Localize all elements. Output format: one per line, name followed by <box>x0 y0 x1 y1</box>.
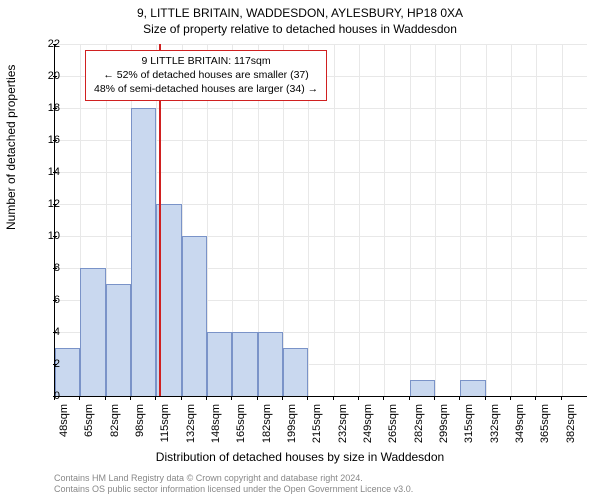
y-tick-mark <box>53 172 57 173</box>
x-tick-mark <box>79 396 80 400</box>
plot-area: 9 LITTLE BRITAIN: 117sqm ← 52% of detach… <box>54 44 587 397</box>
y-tick-mark <box>53 332 57 333</box>
footer-line-2: Contains OS public sector information li… <box>54 484 413 496</box>
x-tick-label: 165sqm <box>235 404 247 448</box>
chart-title-line1: 9, LITTLE BRITAIN, WADDESDON, AYLESBURY,… <box>0 6 600 20</box>
y-tick-mark <box>53 364 57 365</box>
y-tick-mark <box>53 76 57 77</box>
x-tick-mark <box>434 396 435 400</box>
chart-title-line2: Size of property relative to detached ho… <box>0 22 600 36</box>
gridline-v <box>511 44 512 396</box>
gridline-v <box>562 44 563 396</box>
x-tick-label: 65sqm <box>83 404 95 448</box>
annotation-line-2: ← 52% of detached houses are smaller (37… <box>94 68 318 82</box>
x-tick-label: 148sqm <box>210 404 222 448</box>
x-tick-mark <box>257 396 258 400</box>
gridline-v <box>486 44 487 396</box>
histogram-bar <box>182 236 207 396</box>
footer-text: Contains HM Land Registry data © Crown c… <box>54 473 413 496</box>
y-tick-mark <box>53 44 57 45</box>
x-tick-mark <box>561 396 562 400</box>
histogram-bar <box>232 332 257 396</box>
x-tick-label: 282sqm <box>413 404 425 448</box>
footer-line-1: Contains HM Land Registry data © Crown c… <box>54 473 413 485</box>
y-tick-mark <box>53 140 57 141</box>
gridline-v <box>384 44 385 396</box>
y-tick-mark <box>53 204 57 205</box>
gridline-v <box>410 44 411 396</box>
histogram-bar <box>131 108 156 396</box>
histogram-bar <box>80 268 105 396</box>
x-tick-mark <box>105 396 106 400</box>
x-tick-label: 215sqm <box>311 404 323 448</box>
x-tick-mark <box>358 396 359 400</box>
x-tick-label: 98sqm <box>134 404 146 448</box>
x-tick-mark <box>409 396 410 400</box>
chart-container: 9, LITTLE BRITAIN, WADDESDON, AYLESBURY,… <box>0 0 600 500</box>
x-tick-label: 199sqm <box>286 404 298 448</box>
histogram-bar <box>258 332 283 396</box>
histogram-bar <box>460 380 485 396</box>
y-axis-label: Number of detached properties <box>4 65 18 230</box>
y-tick-mark <box>53 236 57 237</box>
x-tick-label: 315sqm <box>463 404 475 448</box>
x-tick-mark <box>535 396 536 400</box>
gridline-v <box>536 44 537 396</box>
x-tick-label: 249sqm <box>362 404 374 448</box>
annotation-line-3: 48% of semi-detached houses are larger (… <box>94 82 318 96</box>
x-tick-label: 48sqm <box>58 404 70 448</box>
gridline-v <box>359 44 360 396</box>
x-tick-label: 132sqm <box>185 404 197 448</box>
x-tick-label: 365sqm <box>539 404 551 448</box>
x-tick-mark <box>307 396 308 400</box>
x-tick-mark <box>383 396 384 400</box>
x-tick-mark <box>231 396 232 400</box>
gridline-v <box>435 44 436 396</box>
x-tick-mark <box>155 396 156 400</box>
histogram-bar <box>55 348 80 396</box>
x-tick-mark <box>510 396 511 400</box>
histogram-bar <box>207 332 232 396</box>
gridline-v <box>334 44 335 396</box>
y-tick-mark <box>53 300 57 301</box>
annotation-box: 9 LITTLE BRITAIN: 117sqm ← 52% of detach… <box>85 50 327 101</box>
x-axis-label: Distribution of detached houses by size … <box>0 450 600 464</box>
histogram-bar <box>106 284 131 396</box>
x-tick-label: 332sqm <box>489 404 501 448</box>
histogram-bar <box>283 348 308 396</box>
gridline-v <box>460 44 461 396</box>
x-tick-label: 265sqm <box>387 404 399 448</box>
x-tick-mark <box>282 396 283 400</box>
x-tick-label: 299sqm <box>438 404 450 448</box>
gridline-h <box>55 44 587 45</box>
x-tick-mark <box>206 396 207 400</box>
x-tick-label: 82sqm <box>109 404 121 448</box>
y-tick-mark <box>53 108 57 109</box>
x-tick-mark <box>333 396 334 400</box>
x-tick-label: 382sqm <box>565 404 577 448</box>
x-tick-mark <box>54 396 55 400</box>
x-tick-label: 182sqm <box>261 404 273 448</box>
x-tick-mark <box>459 396 460 400</box>
y-tick-mark <box>53 268 57 269</box>
x-tick-mark <box>181 396 182 400</box>
x-tick-mark <box>485 396 486 400</box>
x-tick-mark <box>130 396 131 400</box>
x-tick-label: 349sqm <box>514 404 526 448</box>
x-tick-label: 115sqm <box>159 404 171 448</box>
x-tick-label: 232sqm <box>337 404 349 448</box>
annotation-line-1: 9 LITTLE BRITAIN: 117sqm <box>94 54 318 68</box>
histogram-bar <box>410 380 435 396</box>
